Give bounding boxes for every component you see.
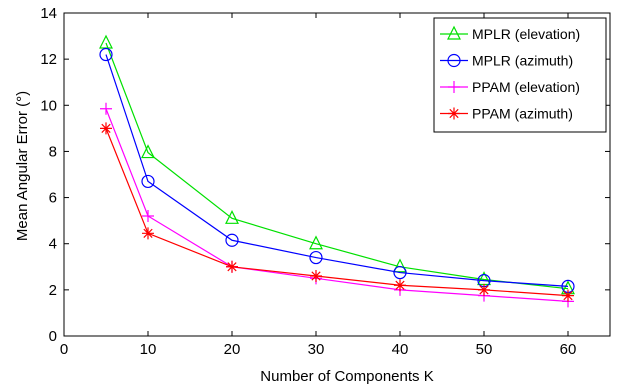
x-tick-label: 0 (60, 341, 68, 358)
legend-item: MPLR (azimuth) (440, 53, 573, 69)
x-tick-label: 60 (560, 341, 577, 358)
legend-item: MPLR (elevation) (440, 25, 580, 42)
series-line (105, 128, 569, 297)
legend-marker (448, 107, 460, 120)
data-point (100, 122, 112, 135)
legend: MPLR (elevation) MPLR (azimuth) PPAM (elev… (433, 17, 607, 133)
series-line (105, 54, 569, 287)
data-point (99, 34, 113, 49)
data-point (142, 210, 154, 223)
data-point (100, 102, 112, 115)
data-point (99, 47, 113, 62)
data-point (393, 258, 407, 273)
legend-marker (447, 25, 461, 40)
series-0 (99, 34, 575, 295)
data-point (309, 250, 323, 265)
legend-label: MPLR (elevation) (472, 26, 580, 42)
data-point (225, 209, 239, 224)
y-tick-label: 14 (40, 5, 57, 22)
data-point (310, 270, 322, 283)
y-tick-label: 12 (40, 51, 57, 68)
x-tick-label: 30 (308, 341, 325, 358)
legend-item: PPAM (elevation) (440, 79, 580, 95)
y-tick-label: 0 (49, 328, 57, 345)
data-point (562, 289, 574, 302)
series-3 (100, 122, 574, 302)
series-line (105, 42, 569, 290)
x-tick-label: 50 (476, 341, 493, 358)
series-line (105, 108, 569, 302)
data-point (309, 235, 323, 250)
data-point (478, 283, 490, 296)
plot-frame (63, 12, 611, 337)
legend-item: PPAM (azimuth) (440, 106, 573, 122)
data-point (393, 265, 407, 280)
data-point (225, 233, 239, 247)
x-axis-label: Number of Components K (260, 368, 433, 385)
y-tick-label: 4 (49, 236, 57, 253)
data-point (142, 227, 154, 240)
y-tick-label: 2 (49, 282, 57, 299)
plot-border (63, 12, 611, 337)
series-1 (99, 47, 575, 293)
x-tick-label: 10 (140, 341, 157, 358)
data-point (141, 144, 155, 159)
series-2 (100, 102, 574, 308)
y-tick-label: 6 (49, 190, 57, 207)
y-tick-label: 10 (40, 97, 57, 114)
y-axis-label: Mean Angular Error (°) (14, 91, 31, 241)
legend-marker (448, 81, 460, 93)
legend-label: MPLR (azimuth) (472, 53, 573, 69)
data-point (141, 174, 155, 189)
data-point (226, 260, 238, 273)
legend-label: PPAM (azimuth) (472, 106, 573, 122)
legend-label: PPAM (elevation) (472, 79, 580, 95)
data-point (394, 279, 406, 292)
y-tick-label: 8 (49, 143, 57, 160)
series-layer (99, 34, 575, 308)
axis-ticks: 0 10 20 30 40 50 60 0 2 4 6 8 10 12 14 (40, 5, 610, 358)
x-tick-label: 40 (392, 341, 409, 358)
legend-marker (447, 53, 461, 68)
x-tick-label: 20 (224, 341, 241, 358)
